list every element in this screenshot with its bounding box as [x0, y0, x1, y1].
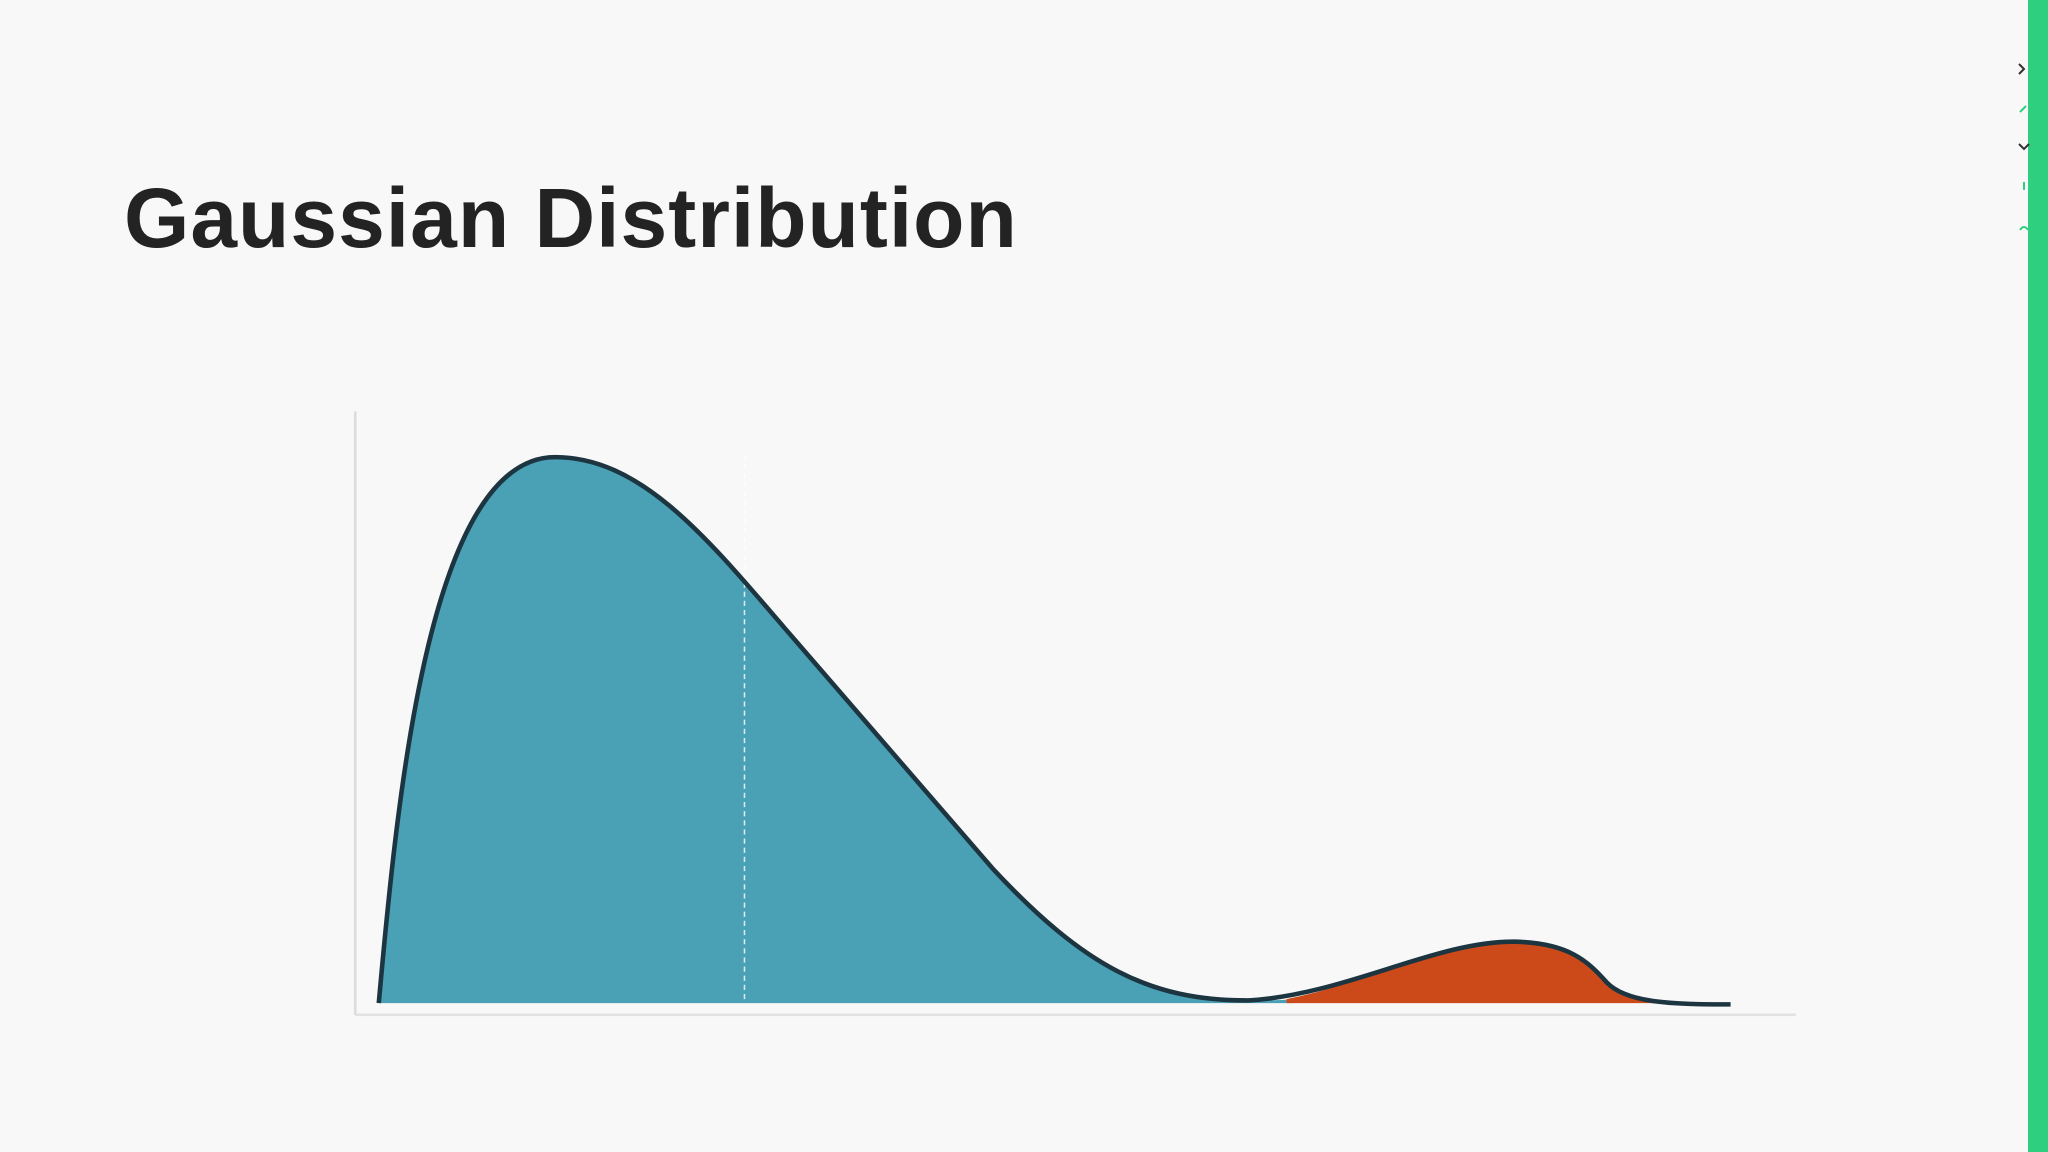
side-icon	[2019, 105, 2027, 113]
tail-area	[1286, 941, 1657, 1004]
side-icon	[2018, 63, 2026, 75]
side-icon	[2019, 226, 2029, 231]
slide-title: Gaussian Distribution	[124, 171, 1018, 265]
main-area	[378, 457, 1294, 1004]
curve-outline	[376, 454, 1731, 1007]
side-icon	[2018, 143, 2030, 151]
side-bar	[2028, 0, 2048, 1152]
plot	[353, 411, 1796, 1017]
